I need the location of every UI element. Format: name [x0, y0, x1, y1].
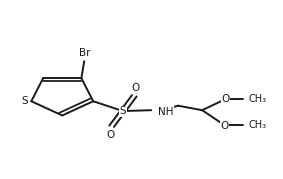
Text: CH₃: CH₃	[248, 120, 266, 130]
Text: CH₃: CH₃	[248, 95, 266, 104]
Text: S: S	[21, 96, 28, 106]
Text: O: O	[221, 94, 230, 104]
Text: O: O	[221, 121, 229, 131]
Text: Br: Br	[79, 48, 90, 58]
Text: S: S	[120, 106, 126, 116]
Text: NH: NH	[158, 107, 174, 117]
Text: O: O	[132, 83, 140, 93]
Text: O: O	[106, 130, 114, 139]
